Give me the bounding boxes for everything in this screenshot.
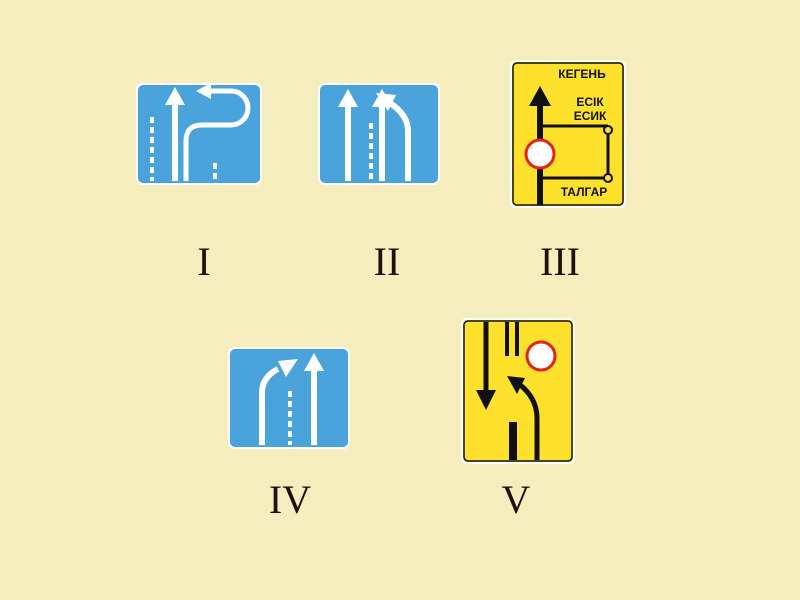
lane-merge-sign-icon — [228, 347, 350, 449]
sign-iii-text-middle-1: ЕСІК — [576, 95, 604, 109]
lane-direction-u-turn-sign-icon — [136, 83, 262, 185]
sign-iv — [228, 347, 350, 449]
sign-iii-text-bottom: ТАЛГАР — [561, 185, 608, 199]
sign-ii — [318, 83, 440, 185]
label-i: I — [197, 239, 211, 284]
label-iv: IV — [268, 477, 312, 522]
sign-iii-text-top: КЕГЕНЬ — [558, 67, 606, 81]
sign-i — [136, 83, 262, 185]
sign-iii-text-middle-2: ЕСИК — [574, 109, 607, 123]
detour-route-scheme-sign-icon: КЕГЕНЬ ЕСІК ЕСИК ТАЛГАР — [510, 60, 626, 208]
label-v: V — [501, 477, 531, 522]
label-ii: II — [373, 239, 401, 284]
sign-iii: КЕГЕНЬ ЕСІК ЕСИК ТАЛГАР — [510, 60, 626, 208]
temporary-lane-shift-sign-icon — [461, 318, 575, 464]
label-iii: III — [540, 239, 580, 284]
sign-v — [461, 318, 575, 464]
lane-direction-straight-left-sign-icon — [318, 83, 440, 185]
